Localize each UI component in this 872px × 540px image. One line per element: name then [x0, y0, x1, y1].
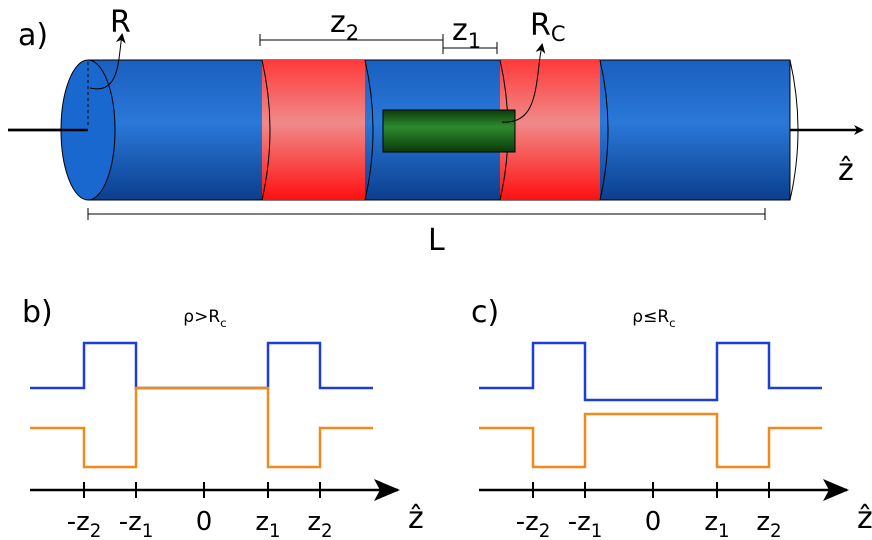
core-radius-label: RC — [530, 8, 566, 46]
diagram: a) R z2 z1 RC ẑ L b) ρ>Rc -z2 -z1 0 z1 z2 ẑ c) ρ≤… — [0, 0, 872, 540]
axis-label: ẑ — [408, 501, 424, 536]
tick-label: 0 — [645, 507, 662, 537]
tick-label: z2 — [307, 507, 332, 540]
axis-label: ẑ — [838, 153, 854, 188]
ring — [262, 60, 365, 200]
tick-label: -z2 — [516, 507, 551, 540]
tick-label: -z1 — [119, 507, 154, 540]
panel-label: a) — [18, 18, 48, 53]
blue-profile — [30, 343, 373, 388]
panel-label: c) — [471, 295, 499, 330]
orange-profile — [479, 414, 822, 467]
tick-label: z2 — [756, 507, 781, 540]
condition-label: ρ>Rc — [183, 307, 226, 330]
axis-label: ẑ — [857, 501, 872, 536]
core — [383, 110, 515, 152]
panel-label: b) — [22, 295, 53, 330]
condition-label: ρ≤Rc — [632, 307, 675, 330]
blue-profile — [479, 343, 822, 400]
tick-label: -z1 — [568, 507, 603, 540]
panel-a: a) R z2 z1 RC ẑ L — [8, 5, 862, 258]
orange-profile — [30, 388, 373, 467]
tick-label: -z2 — [67, 507, 102, 540]
tick-label: z1 — [704, 507, 729, 540]
z2-label: z2 — [330, 5, 359, 45]
plot-panel_c: c) ρ≤Rc -z2 -z1 0 z1 z2 ẑ — [471, 295, 872, 540]
plot-panel_b: b) ρ>Rc -z2 -z1 0 z1 z2 ẑ — [22, 295, 424, 540]
length-label: L — [428, 223, 445, 258]
radius-label: R — [110, 5, 131, 40]
tick-label: 0 — [196, 507, 213, 537]
tick-label: z1 — [255, 507, 280, 540]
z1-label: z1 — [452, 13, 481, 53]
